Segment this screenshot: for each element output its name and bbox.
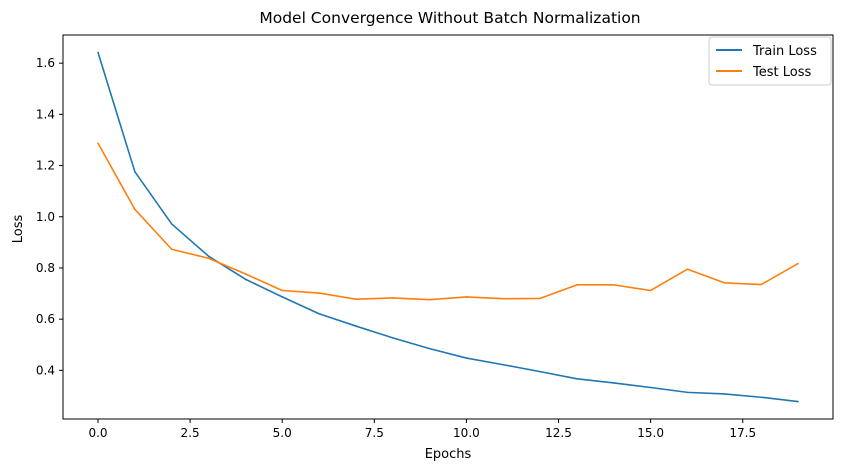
data-point-test-loss [207,257,210,260]
data-point-test-loss [428,298,431,301]
x-tick-label: 10.0 [453,426,480,440]
data-point-train-loss [355,325,357,327]
data-point-train-loss [539,370,541,373]
data-point-test-loss [760,283,762,286]
x-tick-label: 17.5 [729,426,756,440]
x-tick-label: 5.0 [273,426,292,440]
y-tick-label: 1.4 [36,107,55,121]
y-axis-label: Loss [11,215,26,244]
x-tick-label: 12.5 [545,426,572,440]
data-point-train-loss [391,337,394,339]
data-point-train-loss [797,400,799,403]
data-point-test-loss [134,208,136,211]
x-tick-label: 15.0 [637,426,664,440]
data-point-test-loss [281,289,284,292]
y-tick-label: 0.6 [36,312,55,326]
chart-title: Model Convergence Without Batch Normaliz… [259,9,640,27]
data-point-train-loss [723,393,726,395]
data-point-train-loss [134,170,136,173]
data-point-train-loss [428,347,431,350]
y-tick-label: 1.2 [36,159,55,173]
data-point-train-loss [649,386,652,389]
data-point-train-loss [465,357,468,359]
data-point-test-loss [355,298,357,300]
x-tick-label: 2.5 [181,426,200,440]
data-point-test-loss [612,284,615,286]
series-line-test-loss [97,142,799,301]
data-point-train-loss [760,396,762,399]
y-tick-label: 0.4 [36,363,55,377]
legend: Train Loss Test Loss [708,36,832,86]
data-point-test-loss [723,282,726,284]
legend-label-test-loss: Test Loss [752,65,811,80]
data-point-train-loss [244,278,247,281]
data-point-train-loss [502,363,505,366]
data-point-test-loss [797,262,799,265]
y-tick-label: 0.8 [36,261,55,275]
legend-label-train-loss: Train Loss [752,44,817,59]
x-tick-label: 0.0 [88,426,107,440]
data-point-test-loss [649,289,652,292]
data-point-test-loss [686,268,689,271]
data-point-train-loss [97,51,99,54]
data-point-test-loss [465,296,468,298]
data-point-train-loss [281,296,284,298]
data-point-test-loss [502,297,505,300]
data-point-train-loss [207,255,210,257]
data-point-test-loss [576,284,578,286]
data-point-train-loss [612,382,615,384]
y-tick-label: 1.6 [36,56,55,70]
y-tick-label: 1.0 [36,210,55,224]
x-axis-label: Epochs [425,447,472,462]
data-point-train-loss [686,391,689,394]
data-point-test-loss [170,248,173,251]
plot-area: 0.0 2.5 5.0 7.5 10.0 12.5 15.0 17.5 0.4 0.6 0.8 1.0… [36,34,834,440]
data-point-test-loss [318,292,320,294]
data-point-train-loss [576,378,578,380]
data-point-train-loss [170,223,173,225]
axes-frame [62,34,834,420]
data-point-test-loss [244,273,247,275]
x-tick-label: 7.5 [365,426,384,440]
data-point-test-loss [539,297,541,300]
data-point-test-loss [391,297,394,299]
data-point-test-loss [97,142,99,145]
data-point-train-loss [318,312,320,315]
